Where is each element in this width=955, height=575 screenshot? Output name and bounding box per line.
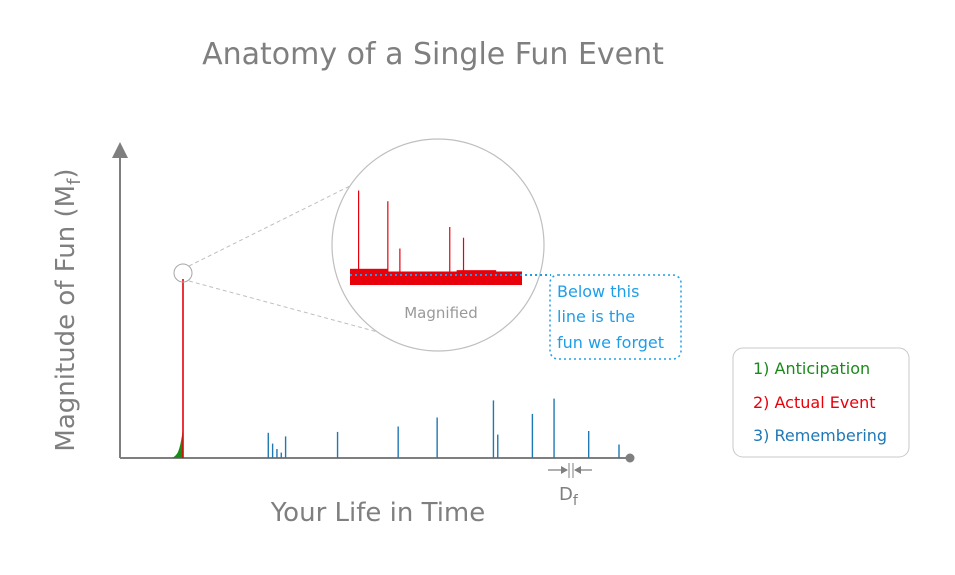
magnifier-label: Magnified: [404, 304, 478, 322]
anticipation-area: [172, 427, 183, 458]
legend-box: [732, 347, 910, 458]
zoom-guide-bottom: [188, 280, 401, 339]
y-axis-label: Magnitude of Fun (Mf): [51, 168, 85, 451]
df-arrowhead-left: [561, 466, 568, 474]
peak-highlight-circle: [173, 263, 193, 283]
magnifier-marks: [350, 190, 522, 285]
magnifier-circle: [331, 138, 545, 352]
zoom-guide-top: [188, 183, 355, 267]
y-axis-label-main: Magnitude of Fun (M: [51, 185, 81, 452]
legend-item-anticipation: 1) Anticipation: [753, 359, 870, 378]
forget-note-box: [549, 274, 682, 360]
y-axis-label-subscript: f: [64, 178, 85, 185]
x-axis-end-dot: [625, 453, 635, 463]
legend: 1) Anticipation 2) Actual Event 3) Remem…: [732, 347, 910, 458]
x-axis-label: Your Life in Time: [270, 498, 486, 528]
chart-marks: [172, 279, 620, 458]
legend-item-actual-event: 2) Actual Event: [753, 393, 876, 412]
legend-item-remembering: 3) Remembering: [753, 426, 887, 445]
df-label-main: D: [559, 484, 573, 505]
df-label-subscript: f: [573, 493, 579, 509]
forget-note: Below this line is the fun we forget: [549, 274, 682, 360]
forget-note-line-1: Below this: [557, 282, 639, 301]
df-label: Df: [559, 484, 579, 509]
df-arrowhead-right: [574, 466, 581, 474]
forget-note-line-2: line is the: [557, 307, 635, 326]
magnified-block: [456, 270, 497, 285]
forget-interval-marker: Df: [548, 463, 592, 509]
y-axis-label-close: ): [51, 168, 81, 178]
chart-title: Anatomy of a Single Fun Event: [202, 37, 664, 72]
forget-note-line-3: fun we forget: [557, 333, 664, 352]
magnifier: Magnified: [331, 138, 545, 352]
